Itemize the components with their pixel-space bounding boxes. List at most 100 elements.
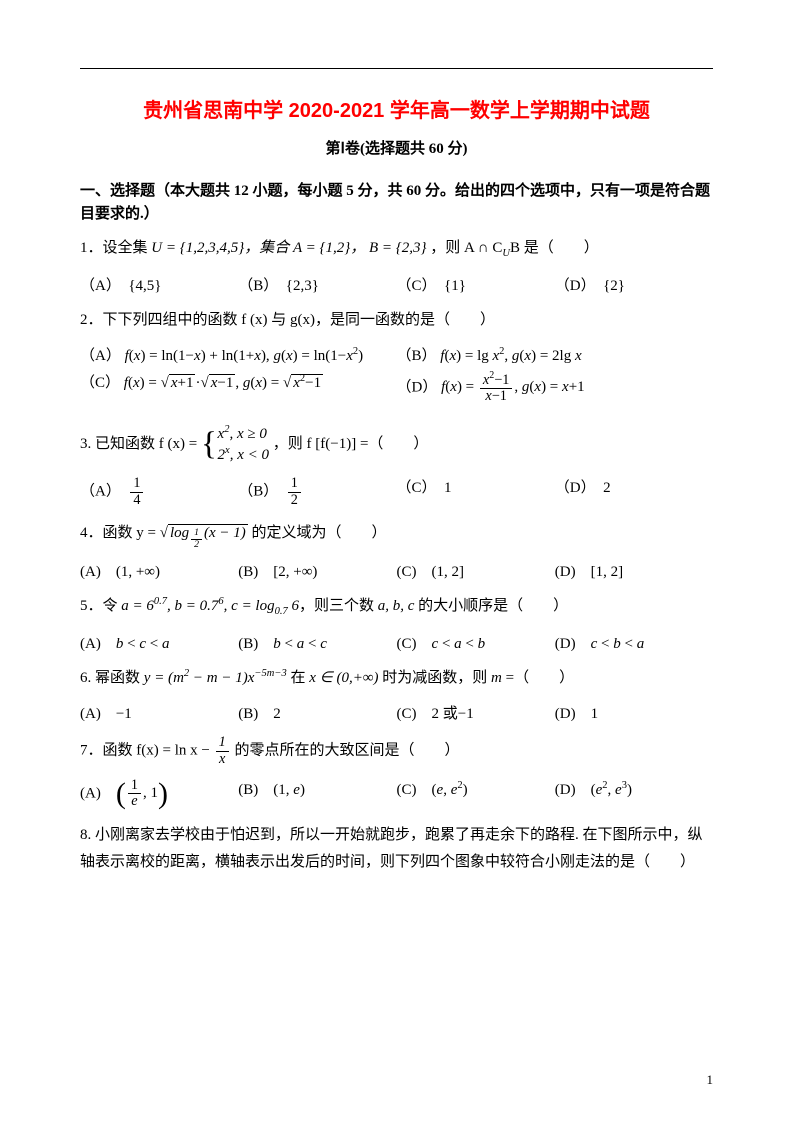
opt-label: (C) [397,636,417,652]
q1-opt-d: （D） {2} [555,274,713,295]
opt-label: (C) [397,564,417,580]
opt-label: （A） [80,278,113,294]
opt-label: (D) [555,782,576,798]
q6-opt-b: (B) 2 [238,702,396,723]
q7-opt-a: (A) (1e, 1) [80,778,238,810]
question-6: 6. 幂函数 y = (m2 − m − 1)x−5m−3 在 x ∈ (0,+… [80,665,713,692]
q2-opt-c: （C） f(x) = x+1·x−1, g(x) = x2−1 [80,371,397,405]
q3-opt-c: （C） 1 [397,476,555,508]
q1-post2: B 是（ ） [510,240,599,256]
q2-opt-b: （B） f(x) = lg x2, g(x) = 2lg x [397,344,714,365]
opt-label: (A) [80,564,101,580]
opt-label: （B） [238,278,271,294]
opt-label: （D） [397,379,438,395]
frac-d: 4 [130,493,143,509]
q4-opt-c: (C) (1, 2] [397,560,555,581]
question-5: 5．令 a = 60.7, b = 0.76, c = log0.7 6，则三个… [80,593,713,622]
q3-opt-d: （D） 2 [555,476,713,508]
q4-opt-a: (A) (1, +∞) [80,560,238,581]
q7-frac: 1x [216,735,229,767]
question-2: 2．下下列四组中的函数 f (x) 与 g(x)，是同一函数的是（ ） [80,307,713,334]
frac-d: 2 [288,493,301,509]
q1-math: U = {1,2,3,4,5}，集合 A = {1,2}， B = {2,3} [151,240,430,256]
opt-label: （D） [555,278,588,294]
question-3: 3. 已知函数 f (x) = { x2, x ≥ 0 2x, x < 0 ，则… [80,423,713,466]
opt-label: (A) [80,706,101,722]
q7-opt-b: (B) (1, e) [238,778,396,810]
frac-n: 1 [130,476,143,493]
page-title: 贵州省思南中学 2020-2021 学年高一数学上学期期中试题 [80,94,713,123]
opt-val: 2 [603,480,611,496]
opt-label: （A） [80,484,113,500]
opt-label: (A) [80,785,101,801]
opt-label: (C) [397,706,417,722]
opt-label: (C) [397,782,417,798]
opt-label: (B) [238,636,258,652]
opt-val: 1 [444,480,452,496]
q3-pre: 3. 已知函数 f (x) = [80,436,201,452]
q6-opt-a: (A) −1 [80,702,238,723]
opt-val: {4,5} [128,278,161,294]
q4-opt-d: (D) [1, 2] [555,560,713,581]
q3-opt-b: （B） 12 [238,476,396,508]
q2-opt-d: （D） f(x) = x2−1x−1, g(x) = x+1 [397,371,714,405]
opt-val: (1, 2] [432,564,465,580]
opt-label: (D) [555,564,576,580]
q7-options: (A) (1e, 1) (B) (1, e) (C) (e, e2) (D) (… [80,778,713,810]
opt-label: (A) [80,636,101,652]
q1-post: ，则 A ∩ C [430,240,502,256]
q3-opt-a: （A） 14 [80,476,238,508]
q6-opt-d: (D) 1 [555,702,713,723]
q4-sqrt: log12(x − 1) [160,525,248,541]
opt-label: (D) [555,706,576,722]
q7-opt-d: (D) (e2, e3) [555,778,713,810]
q5-opt-a: (A) b < c < a [80,632,238,653]
q4-opt-b: (B) [2, +∞) [238,560,396,581]
piece-bot: 2x, x < 0 [218,444,269,466]
q6-options: (A) −1 (B) 2 (C) 2 或−1 (D) 1 [80,702,713,723]
opt-label: (B) [238,564,258,580]
page-subtitle: 第Ⅰ卷(选择题共 60 分) [80,137,713,158]
page-number: 1 [707,1072,714,1088]
q6-opt-c: (C) 2 或−1 [397,702,555,723]
q3-piecewise: x2, x ≥ 0 2x, x < 0 [218,423,269,466]
opt-val: {1} [444,278,466,294]
q1-stem-pre: 1．设全集 [80,240,151,256]
section-head: 一、选择题（本大题共 12 小题，每小题 5 分，共 60 分。给出的四个选项中… [80,180,713,225]
opt-val: (1, +∞) [116,564,160,580]
q4-pre: 4．函数 y = [80,525,160,541]
q5-options: (A) b < c < a (B) b < a < c (C) c < a < … [80,632,713,653]
q5-opt-c: (C) c < a < b [397,632,555,653]
piece-top: x2, x ≥ 0 [218,423,269,445]
opt-label: （C） [397,480,430,496]
q2-opt-a: （A） f(x) = ln(1−x) + ln(1+x), g(x) = ln(… [80,344,397,365]
opt-val: 2 [273,706,281,722]
top-rule [80,68,713,69]
question-7: 7．函数 f(x) = ln x − 1x 的零点所在的大致区间是（ ） [80,735,713,767]
q1-opt-a: （A） {4,5} [80,274,238,295]
opt-label: （C） [397,278,430,294]
opt-val: [1, 2] [591,564,624,580]
q3-post: ，则 f [f(−1)] =（ ） [273,436,429,452]
q6-stem: 6. 幂函数 y = (m2 − m − 1)x−5m−3 在 x ∈ (0,+… [80,670,574,686]
q5-opt-b: (B) b < a < c [238,632,396,653]
q1-opt-c: （C） {1} [397,274,555,295]
question-1: 1．设全集 U = {1,2,3,4,5}，集合 A = {1,2}， B = … [80,235,713,264]
opt-val: 1 [591,706,599,722]
q7-pre: 7．函数 f(x) = ln x − [80,743,214,759]
opt-label: (B) [238,782,258,798]
opt-label: （B） [238,484,271,500]
q4-post: 的定义域为（ ） [252,525,387,541]
q1-options: （A） {4,5} （B） {2,3} （C） {1} （D） {2} [80,274,713,295]
opt-label: (D) [555,636,576,652]
brace-icon: { [201,431,217,457]
opt-label: (B) [238,706,258,722]
q1-opt-b: （B） {2,3} [238,274,396,295]
q7-opt-c: (C) (e, e2) [397,778,555,810]
opt-val: −1 [116,706,132,722]
q5-stem: 5．令 a = 60.7, b = 0.76, c = log0.7 6，则三个… [80,598,568,614]
q5-opt-d: (D) c < b < a [555,632,713,653]
opt-val: 2 或−1 [432,706,474,722]
opt-val: [2, +∞) [273,564,317,580]
question-4: 4．函数 y = log12(x − 1) 的定义域为（ ） [80,520,713,550]
